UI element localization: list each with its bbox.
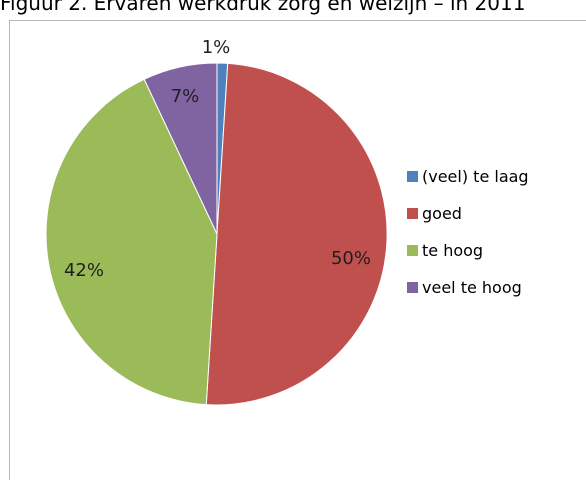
legend-label: (veel) te laag: [422, 167, 529, 186]
slice-value-label: 7%: [171, 86, 200, 107]
legend-swatch: [407, 282, 418, 293]
legend-swatch: [407, 245, 418, 256]
slice-labels: 1% 50% 42% 7%: [64, 37, 371, 281]
slice-value-label: 42%: [64, 260, 104, 281]
legend: (veel) te laag goed te hoog veel te hoog: [407, 167, 529, 297]
legend-label: te hoog: [422, 241, 483, 260]
legend-swatch: [407, 171, 418, 182]
slice-value-label: 50%: [331, 248, 371, 269]
chart-frame: [9, 20, 586, 480]
pie-slices: [45, 62, 388, 406]
legend-swatch: [407, 208, 418, 219]
legend-label: veel te hoog: [422, 278, 522, 297]
pie-chart: 1% 50% 42% 7% (veel) te laag goed te hoog veel…: [45, 37, 529, 406]
pie-slice-4: [143, 62, 218, 235]
pie-slice-3: [45, 78, 218, 406]
slice-value-label: 1%: [202, 37, 231, 58]
figure-caption: Figuur 2. Ervaren werkdruk zorg en welzi…: [0, 0, 526, 15]
pie-slice-2: [205, 62, 388, 406]
legend-label: goed: [422, 204, 462, 223]
